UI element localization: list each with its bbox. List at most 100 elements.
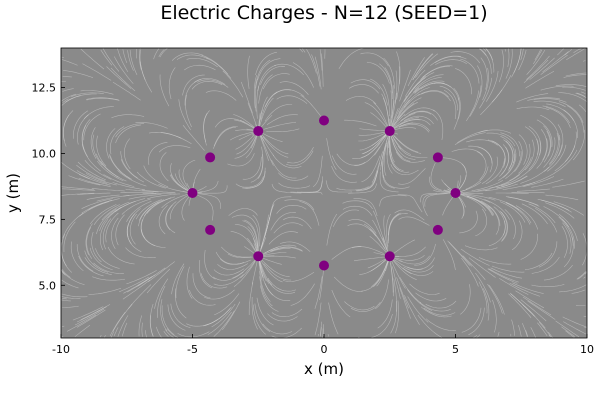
streamline	[257, 58, 281, 80]
streamline	[228, 208, 258, 216]
streamline	[106, 128, 116, 159]
streamline	[93, 262, 124, 274]
streamline	[129, 49, 138, 76]
streamline	[273, 89, 305, 97]
streamline	[396, 277, 409, 309]
streamline	[142, 192, 176, 194]
streamline	[115, 214, 125, 246]
streamline	[571, 289, 586, 294]
streamline	[81, 198, 114, 209]
streamline	[529, 57, 555, 80]
streamline	[415, 53, 439, 78]
streamline	[78, 174, 111, 186]
x-axis: -10 -5 0 5 10	[52, 334, 594, 356]
streamline	[86, 97, 120, 101]
streamline	[389, 117, 419, 132]
streamline	[472, 334, 478, 339]
streamline	[85, 223, 93, 256]
streamline	[62, 188, 96, 191]
streamline	[255, 51, 277, 76]
streamline	[558, 213, 578, 241]
streamline	[508, 293, 532, 318]
streamline	[380, 133, 390, 167]
charge-point	[432, 224, 443, 235]
streamline	[433, 109, 444, 140]
streamline	[389, 119, 421, 132]
streamline	[540, 114, 560, 141]
streamline	[271, 159, 297, 179]
streamline	[451, 148, 484, 156]
streamline	[273, 222, 303, 234]
streamline	[422, 193, 438, 217]
streamline	[480, 57, 488, 90]
streamline	[460, 284, 471, 315]
streamline	[62, 98, 69, 103]
streamline	[364, 102, 388, 127]
streamline	[266, 114, 298, 126]
streamline	[453, 97, 460, 130]
streamline	[345, 96, 377, 105]
streamline	[361, 155, 381, 183]
streamline	[576, 92, 586, 97]
streamline	[533, 100, 566, 108]
streamline	[399, 287, 411, 319]
streamline	[230, 231, 256, 252]
streamline	[543, 264, 573, 281]
streamline	[503, 148, 517, 178]
streamline	[533, 49, 543, 65]
streamline	[562, 316, 587, 328]
streamline	[267, 277, 296, 292]
streamline	[397, 145, 428, 158]
streamline	[389, 150, 410, 173]
streamline	[523, 59, 549, 84]
streamline	[479, 77, 493, 109]
streamline	[279, 241, 311, 252]
streamline	[482, 288, 490, 321]
streamline	[128, 194, 162, 200]
streamline	[258, 96, 268, 129]
streamline	[161, 305, 175, 335]
streamline	[501, 144, 509, 175]
streamline	[214, 293, 240, 316]
streamline	[572, 129, 586, 161]
streamline	[467, 196, 494, 216]
streamline	[186, 58, 218, 68]
streamline	[342, 205, 373, 216]
streamline	[82, 144, 101, 172]
streamline	[314, 302, 322, 336]
streamline	[530, 327, 537, 339]
streamline	[382, 145, 387, 179]
streamline	[214, 118, 245, 128]
streamline	[477, 181, 510, 192]
streamline	[204, 289, 235, 300]
streamline	[107, 246, 135, 265]
streamline	[381, 93, 390, 126]
streamline	[528, 138, 539, 170]
streamline	[423, 307, 456, 316]
streamline	[395, 300, 399, 334]
streamline	[537, 322, 548, 337]
streamline	[561, 326, 575, 337]
streamline	[136, 171, 166, 189]
streamline	[507, 196, 540, 207]
streamline	[204, 306, 232, 326]
streamline	[412, 53, 434, 81]
streamline	[259, 265, 274, 296]
streamline	[344, 119, 377, 127]
streamline	[562, 222, 572, 254]
streamline	[433, 82, 460, 100]
streamline	[76, 306, 107, 323]
streamline	[325, 180, 353, 193]
streamline	[538, 321, 552, 338]
streamline	[458, 193, 487, 212]
streamline	[553, 149, 578, 174]
streamline	[296, 180, 323, 193]
streamline	[100, 218, 109, 251]
streamline	[259, 97, 274, 128]
streamline	[182, 125, 205, 151]
streamline	[500, 132, 520, 157]
streamline	[448, 241, 473, 267]
streamline	[80, 90, 114, 95]
streamline	[331, 155, 357, 175]
streamline	[271, 327, 302, 339]
